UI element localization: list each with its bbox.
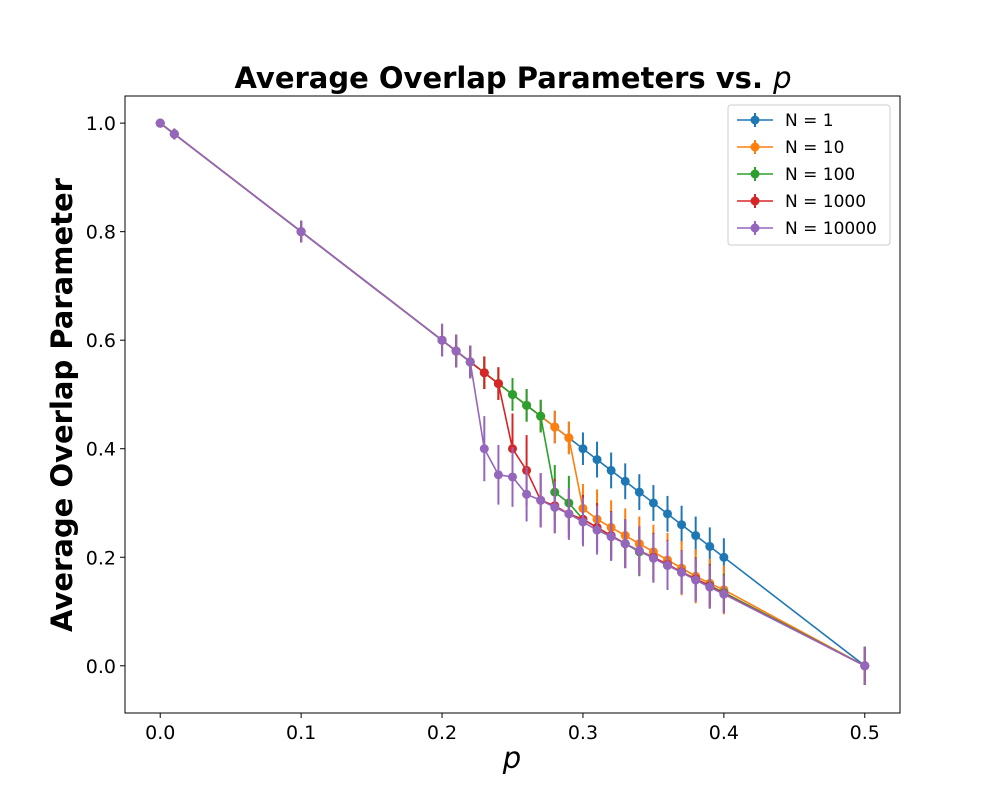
legend-item: N = 1 [737,111,834,131]
data-point [564,433,574,443]
data-point [479,444,489,454]
data-point [606,532,616,542]
data-point [564,509,574,519]
data-point [296,227,306,237]
x-axis-label: p [502,741,521,775]
legend-item: N = 10 [737,138,844,158]
data-point [663,509,672,519]
data-point [437,335,447,345]
data-point [536,411,546,421]
y-tick-label: 0.0 [86,656,116,678]
data-point [465,357,475,367]
chart-title-text: Average Overlap Parameters vs. [235,61,774,95]
legend-label: N = 10 [785,138,844,158]
data-point [719,552,729,562]
x-tick-label: 0.1 [286,722,316,744]
data-point [578,517,588,527]
data-point [592,455,602,465]
data-point [592,525,602,535]
legend-item: N = 1000 [737,192,866,212]
data-point [719,589,729,599]
legend-item: N = 100 [737,165,855,185]
data-point [155,118,165,128]
data-point [663,560,672,570]
data-point [634,546,644,556]
legend-label: N = 1 [785,111,834,131]
data-point [691,575,701,585]
legend: N = 1 N = 10 N = 100 N = 1000 N = 10000 [727,104,891,246]
data-point [550,422,560,432]
legend-marker [750,115,760,125]
data-point [550,502,560,512]
legend-marker [750,196,760,206]
legend-marker [750,169,760,179]
chart-title-variable: p [772,61,791,95]
x-axis: 0.0 0.1 0.2 0.3 0.4 0.5 [145,713,880,744]
data-point [648,498,658,508]
y-tick-label: 1.0 [86,113,116,135]
y-tick-label: 0.6 [86,330,116,352]
data-point [634,487,644,497]
data-point [508,472,517,482]
legend-frame [727,104,891,246]
legend-label: N = 10000 [785,219,877,239]
data-point [620,476,630,486]
data-point [169,129,179,139]
data-point [578,444,588,454]
data-point [508,389,517,399]
data-point [522,400,532,410]
data-point [860,661,870,671]
chart-title: Average Overlap Parameters vs. p [235,61,792,95]
data-point [493,379,503,389]
data-point [705,582,715,592]
data-point [677,567,687,577]
legend-marker [750,142,760,152]
x-tick-label: 0.5 [850,722,880,744]
y-axis-label: Average Overlap Parameter [45,177,79,632]
data-point [522,489,532,499]
plot-area [124,95,901,714]
series-n-10000 [155,118,870,685]
legend-item: N = 10000 [737,219,877,239]
x-tick-label: 0.2 [427,722,457,744]
series-layer [155,118,870,685]
y-tick-label: 0.4 [86,439,116,461]
x-tick-label: 0.3 [568,722,598,744]
data-point [493,470,503,480]
legend-marker [750,223,760,233]
data-point [606,465,616,475]
data-point [479,368,489,378]
data-point [691,531,701,541]
x-tick-label: 0.0 [145,722,175,744]
x-tick-label: 0.4 [709,722,739,744]
data-point [677,520,687,530]
data-point [705,541,715,551]
y-tick-label: 0.8 [86,222,116,244]
y-tick-label: 0.2 [86,547,116,569]
data-point [536,495,546,505]
legend-label: N = 1000 [785,192,866,212]
data-point [620,539,630,549]
data-point [451,346,461,356]
data-point [648,553,658,563]
legend-label: N = 100 [785,165,855,185]
y-axis: 0.0 0.2 0.4 0.6 0.8 1.0 [86,113,125,678]
